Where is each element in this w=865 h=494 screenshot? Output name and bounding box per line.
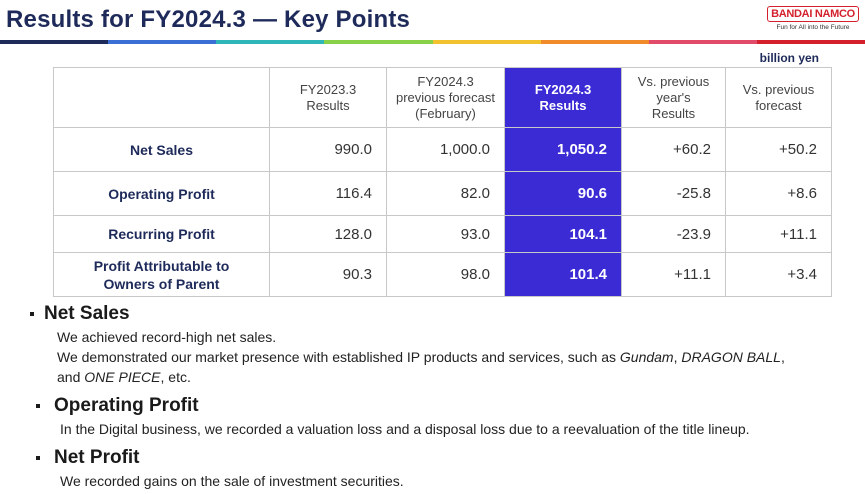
section-operating-profit: Operating Profit In the Digital business…: [30, 395, 750, 439]
table-cell: 98.0: [386, 252, 505, 297]
stripe-segment: [648, 40, 757, 44]
section-heading: Operating Profit: [54, 395, 199, 416]
bullet-icon: [36, 456, 40, 460]
col-header-fy2023-results: FY2023.3 Results: [269, 67, 387, 128]
table-row: Profit Attributable to Owners of Parent …: [53, 252, 832, 297]
page-title: Results for FY2024.3 — Key Points: [6, 6, 411, 33]
bullet-icon: [30, 312, 34, 316]
col-header-fy2024-forecast: FY2024.3 previous forecast (February): [386, 67, 505, 128]
logo-wordmark: BANDAI NAMCO: [767, 6, 859, 22]
row-label-net-sales: Net Sales: [53, 127, 270, 172]
table-cell: +50.2: [725, 127, 832, 172]
section-heading: Net Profit: [54, 447, 140, 468]
table-cell: +11.1: [621, 252, 726, 297]
table-cell-highlight: 90.6: [504, 171, 622, 216]
section-body: In the Digital business, we recorded a v…: [60, 421, 750, 437]
company-logo: BANDAI NAMCO Fun for All into the Future: [767, 6, 859, 31]
table-cell: +3.4: [725, 252, 832, 297]
section-net-sales: Net Sales We achieved record-high net sa…: [30, 303, 785, 387]
table-cell: 990.0: [269, 127, 387, 172]
table-cell: 128.0: [269, 215, 387, 253]
table-cell: -23.9: [621, 215, 726, 253]
header-color-stripe: [0, 40, 865, 44]
table-cell-highlight: 104.1: [504, 215, 622, 253]
table-cell: 90.3: [269, 252, 387, 297]
row-label-recurring-profit: Recurring Profit: [53, 215, 270, 253]
bullet-icon: [36, 404, 40, 408]
stripe-segment: [108, 40, 217, 44]
header-empty-cell: [53, 67, 270, 128]
stripe-segment: [756, 40, 865, 44]
stripe-segment: [324, 40, 433, 44]
section-body: We recorded gains on the sale of investm…: [60, 473, 404, 489]
table-cell: 82.0: [386, 171, 505, 216]
row-label-profit-attributable: Profit Attributable to Owners of Parent: [53, 252, 270, 297]
table-row: Recurring Profit 128.0 93.0 104.1 -23.9 …: [53, 215, 832, 253]
table-cell-highlight: 101.4: [504, 252, 622, 297]
stripe-segment: [0, 40, 109, 44]
table-row: Net Sales 990.0 1,000.0 1,050.2 +60.2 +5…: [53, 127, 832, 172]
stripe-segment: [540, 40, 649, 44]
col-header-fy2024-results: FY2024.3 Results: [504, 67, 622, 128]
section-body: We achieved record-high net sales. We de…: [57, 329, 785, 385]
table-cell: +11.1: [725, 215, 832, 253]
logo-tagline: Fun for All into the Future: [776, 24, 850, 31]
table-cell: +60.2: [621, 127, 726, 172]
section-net-profit: Net Profit We recorded gains on the sale…: [30, 447, 404, 491]
row-label-operating-profit: Operating Profit: [53, 171, 270, 216]
table-cell: 116.4: [269, 171, 387, 216]
stripe-segment: [432, 40, 541, 44]
col-header-vs-prev-forecast: Vs. previous forecast: [725, 67, 832, 128]
results-table: FY2023.3 Results FY2024.3 previous forec…: [53, 67, 832, 297]
unit-label: billion yen: [759, 51, 819, 65]
table-cell-highlight: 1,050.2: [504, 127, 622, 172]
table-header-row: FY2023.3 Results FY2024.3 previous forec…: [53, 67, 832, 128]
table-cell: 1,000.0: [386, 127, 505, 172]
table-cell: -25.8: [621, 171, 726, 216]
table-row: Operating Profit 116.4 82.0 90.6 -25.8 +…: [53, 171, 832, 216]
table-cell: +8.6: [725, 171, 832, 216]
stripe-segment: [216, 40, 325, 44]
table-cell: 93.0: [386, 215, 505, 253]
col-header-vs-prev-year: Vs. previous year's Results: [621, 67, 726, 128]
section-heading: Net Sales: [44, 303, 130, 324]
